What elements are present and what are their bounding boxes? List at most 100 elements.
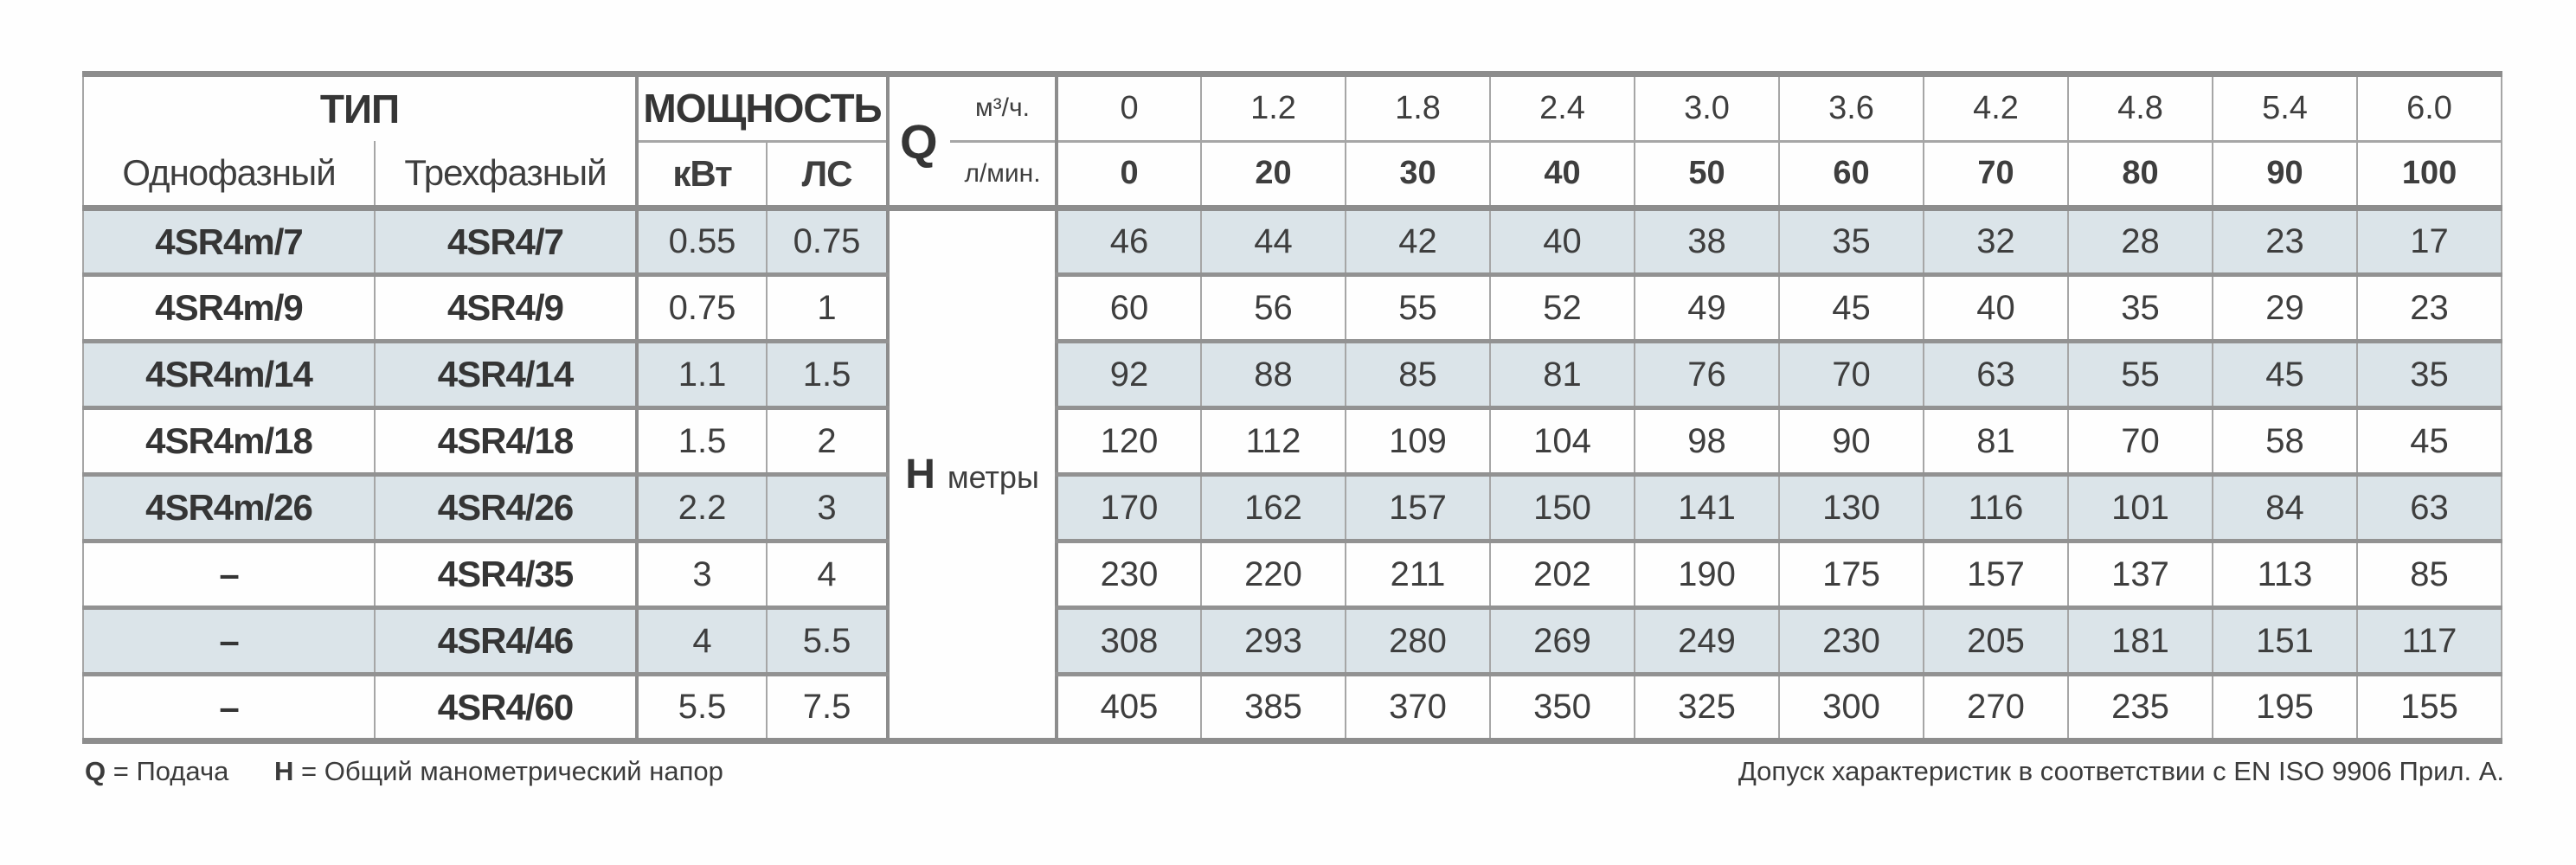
head-value: 162 [1200, 472, 1346, 541]
head-value: 29 [2212, 272, 2358, 342]
power-kw: 0.75 [635, 272, 768, 342]
power-kw: 1.1 [635, 339, 768, 408]
head-value: 141 [1634, 472, 1780, 541]
head-value: 151 [2212, 606, 2358, 675]
pump-single-phase: – [83, 539, 375, 608]
head-value: 56 [1200, 272, 1346, 342]
head-value: 220 [1200, 539, 1346, 608]
head-value: 195 [2212, 672, 2358, 741]
head-value: 104 [1489, 406, 1635, 475]
head-value: 35 [1778, 206, 1924, 275]
head-value: 81 [1923, 406, 2069, 475]
type-group-title: ТИП [319, 86, 400, 131]
head-value: 55 [2067, 339, 2213, 408]
legend-q: Q = Подача [85, 756, 229, 786]
head-value: 350 [1489, 672, 1635, 741]
head-value: 85 [1345, 339, 1491, 408]
head-value: 52 [1489, 272, 1635, 342]
pump-single-phase: 4SR4m/26 [83, 472, 375, 541]
col-header-kw: кВт [635, 141, 768, 211]
head-value: 42 [1345, 206, 1491, 275]
head-value: 308 [1055, 606, 1202, 675]
head-value: 109 [1345, 406, 1491, 475]
legend-h: Н = Общий манометрический напор [273, 756, 723, 786]
flow-m3h-value: 4.2 [1923, 74, 2069, 143]
pump-single-phase: 4SR4m/7 [83, 206, 375, 275]
power-kw: 3 [635, 539, 768, 608]
head-value: 23 [2212, 206, 2358, 275]
flow-lmin-value: 70 [1923, 141, 2069, 211]
head-value: 60 [1055, 272, 1202, 342]
flow-m3h-value: 1.2 [1200, 74, 1346, 143]
head-value: 235 [2067, 672, 2213, 741]
pump-three-phase: 4SR4/26 [373, 472, 638, 541]
head-value: 17 [2356, 206, 2502, 275]
head-value: 112 [1200, 406, 1346, 475]
footnotes: Q = Подача Н = Общий манометрический нап… [85, 756, 2504, 787]
head-value: 120 [1055, 406, 1202, 475]
q-unit-lmin: л/мин. [964, 158, 1041, 188]
pump-spec-table: ТИП МОЩНОСТЬ Q м³/ч. л/мин. 0 1.2 1.8 2.4 3.… [82, 71, 2503, 744]
flow-m3h-value: 2.4 [1489, 74, 1635, 143]
head-value: 35 [2356, 339, 2502, 408]
head-value: 92 [1055, 339, 1202, 408]
head-value: 76 [1634, 339, 1780, 408]
head-value: 117 [2356, 606, 2502, 675]
flow-m3h-value: 1.8 [1345, 74, 1491, 143]
power-kw: 0.55 [635, 206, 768, 275]
flow-lmin-value: 0 [1055, 141, 1202, 211]
pump-single-phase: 4SR4m/14 [83, 339, 375, 408]
pump-single-phase: 4SR4m/9 [83, 272, 375, 342]
head-value: 70 [2067, 406, 2213, 475]
power-hp: 1.5 [766, 339, 889, 408]
col-header-single-phase: Однофазный [83, 141, 375, 211]
head-value: 63 [1923, 339, 2069, 408]
tolerance-note: Допуск характеристик в соответствии с EN… [1738, 756, 2504, 786]
flow-m3h-value: 4.8 [2067, 74, 2213, 143]
head-value: 38 [1634, 206, 1780, 275]
flow-lmin-value: 80 [2067, 141, 2213, 211]
head-value: 325 [1634, 672, 1780, 741]
power-kw: 4 [635, 606, 768, 675]
head-value: 116 [1923, 472, 2069, 541]
head-value: 230 [1778, 606, 1924, 675]
head-value: 230 [1055, 539, 1202, 608]
flow-m3h-value: 0 [1055, 74, 1202, 143]
head-symbol: Н [905, 452, 935, 497]
head-value: 205 [1923, 606, 2069, 675]
head-value: 44 [1200, 206, 1346, 275]
head-value: 113 [2212, 539, 2358, 608]
flow-lmin-value: 40 [1489, 141, 1635, 211]
power-group-title: МОЩНОСТЬ [635, 74, 889, 143]
head-value: 155 [2356, 672, 2502, 741]
pump-row: –4SR4/46 4 5.5 308 293 280 269 249 230 205 181 151 1… [83, 606, 2502, 675]
head-value: 55 [1345, 272, 1491, 342]
pump-single-phase: – [83, 672, 375, 741]
head-value: 190 [1634, 539, 1780, 608]
pump-row: –4SR4/35 3 4 230 220 211 202 190 175 157 137 113 85 [83, 539, 2502, 608]
pump-three-phase: 4SR4/35 [373, 539, 638, 608]
head-value: 63 [2356, 472, 2502, 541]
head-value: 269 [1489, 606, 1635, 675]
pump-three-phase: 4SR4/14 [373, 339, 638, 408]
pump-single-phase: – [83, 606, 375, 675]
col-header-three-phase: Трехфазный [373, 141, 638, 211]
pump-row: 4SR4m/18 4SR4/18 1.5 2 120 112 109 104 98 90 81 70 5… [83, 406, 2502, 475]
pump-row: 4SR4m/26 4SR4/26 2.2 3 170 162 157 150 141 130 116… [83, 472, 2502, 541]
head-value: 270 [1923, 672, 2069, 741]
flow-lmin-value: 60 [1778, 141, 1924, 211]
head-value: 23 [2356, 272, 2502, 342]
head-value: 45 [1778, 272, 1924, 342]
head-value: 370 [1345, 672, 1491, 741]
head-value: 35 [2067, 272, 2213, 342]
power-hp: 1 [766, 272, 889, 342]
head-value: 170 [1055, 472, 1202, 541]
power-hp: 2 [766, 406, 889, 475]
head-value: 88 [1200, 339, 1346, 408]
flow-lmin-value: 100 [2356, 141, 2502, 211]
head-value: 202 [1489, 539, 1635, 608]
power-hp: 7.5 [766, 672, 889, 741]
pump-row: 4SR4m/14 4SR4/14 1.1 1.5 92 88 85 81 76 70 63 55 45 3… [83, 339, 2502, 408]
head-value: 32 [1923, 206, 2069, 275]
